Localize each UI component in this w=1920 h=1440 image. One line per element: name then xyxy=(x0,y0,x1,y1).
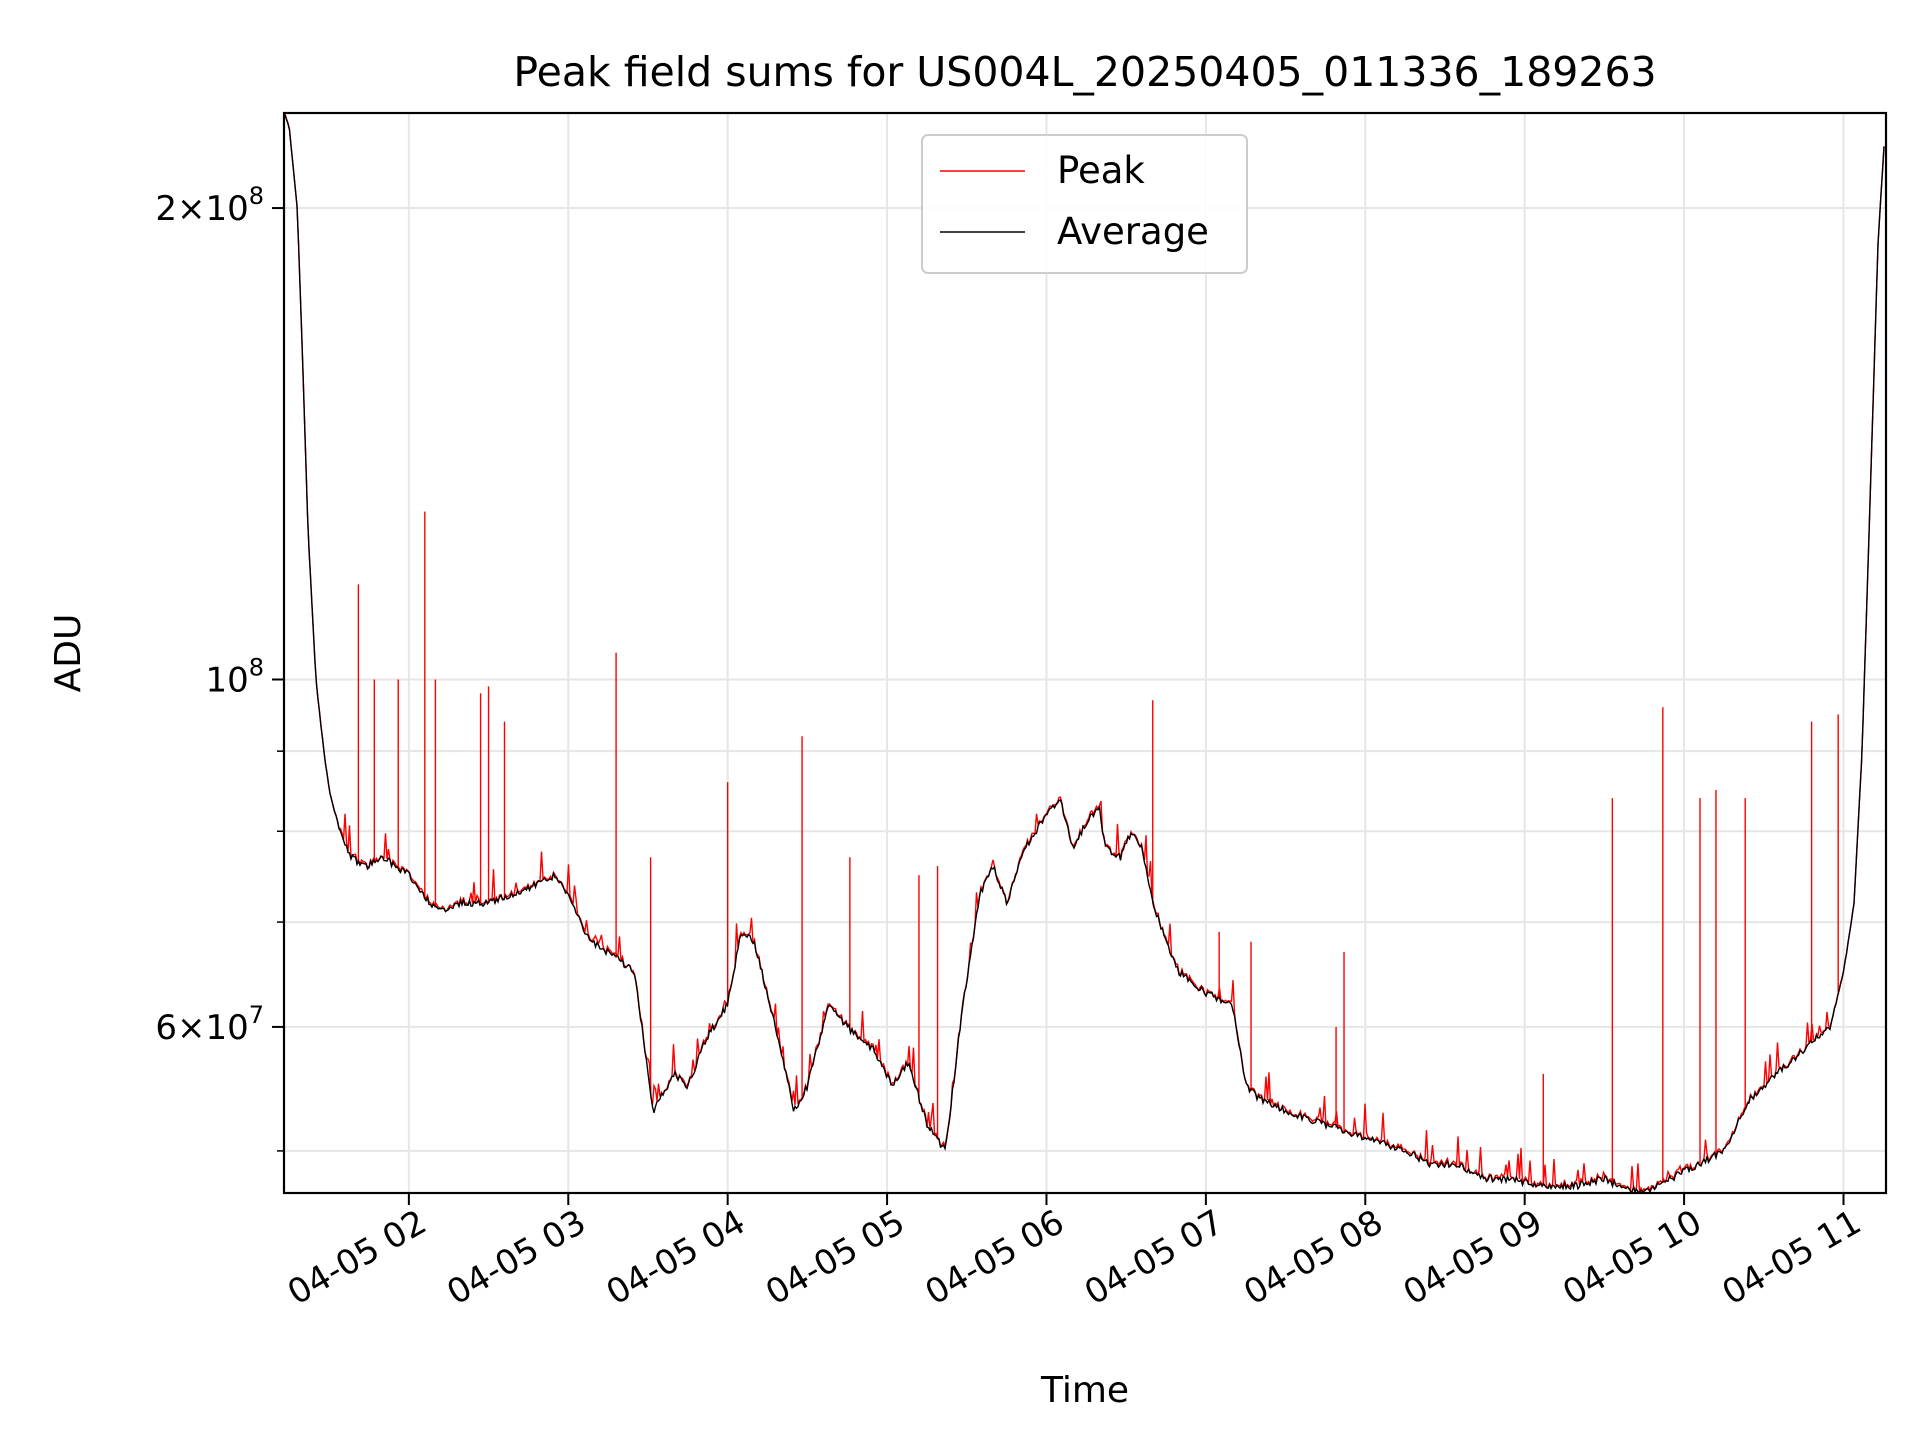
y-tick-label: 2×108 xyxy=(155,182,264,229)
y-tick-label: 6×107 xyxy=(155,1001,264,1048)
y-axis-label: ADU xyxy=(48,614,89,693)
x-axis-label: Time xyxy=(1040,1370,1129,1411)
legend-label-average: Average xyxy=(1057,210,1209,253)
chart-title: Peak field sums for US004L_20250405_0113… xyxy=(513,48,1656,96)
plot-series xyxy=(284,113,1885,1194)
legend: Peak Average xyxy=(921,134,1248,274)
average-series-line xyxy=(284,114,1885,1194)
grid-lines xyxy=(284,113,1886,1193)
peak-series-line xyxy=(284,113,1885,1194)
legend-box xyxy=(921,134,1248,274)
legend-label-peak: Peak xyxy=(1057,149,1145,192)
plot-frame xyxy=(282,111,1888,1195)
